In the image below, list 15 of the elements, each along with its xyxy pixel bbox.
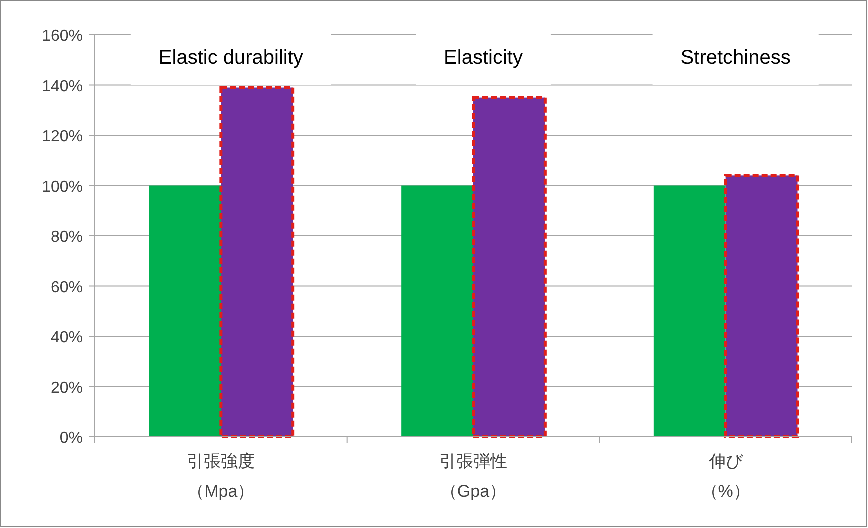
y-tick-label: 80%: [50, 229, 83, 246]
x-tick-label: 引張強度（Mpa）: [187, 452, 256, 501]
x-tick-label: 伸び（%）: [701, 452, 750, 501]
y-tick-label: 0%: [60, 430, 83, 447]
y-tick-label: 20%: [50, 380, 83, 397]
annotation: Stretchiness: [680, 47, 791, 69]
annotation: Elasticity: [444, 47, 523, 69]
annotation: Elastic durability: [158, 47, 304, 69]
y-tick-label: 40%: [50, 330, 83, 346]
y-tick-label: 60%: [50, 279, 83, 296]
y-tick-label: 160%: [42, 28, 83, 45]
x-tick-label: 引張弾性（Gpa）: [440, 452, 508, 501]
y-tick-label: 120%: [42, 128, 83, 146]
y-tick-label: 140%: [42, 78, 83, 96]
y-tick-label: 100%: [42, 178, 83, 196]
